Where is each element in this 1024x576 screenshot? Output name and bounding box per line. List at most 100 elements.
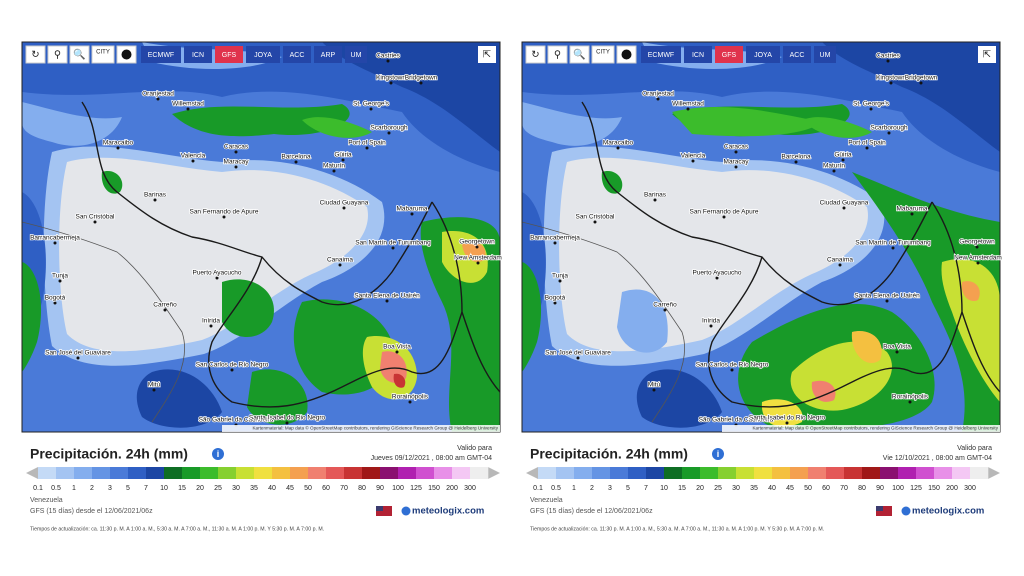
city-label: Valencia [681,153,706,160]
city-dot [191,159,195,163]
model-label: JOYA [754,52,772,59]
model-button[interactable] [684,46,712,63]
city-label: Ciudad Guayana [320,200,369,207]
scale-label: 3 [108,485,112,492]
model-label: ECMWF [148,52,174,59]
city-dot [869,107,873,111]
precip-area [393,373,406,388]
model-button[interactable] [746,46,780,63]
update-times: Tiempos de actualización: ca. 11:30 p. M… [30,526,324,532]
scale-label: 150 [428,485,440,492]
model-button[interactable] [345,46,367,63]
city-dot [653,198,657,202]
city-dot [919,81,923,85]
scale-swatch [290,467,309,479]
scale-arrow [488,467,500,479]
model-button[interactable] [783,46,811,63]
model-button[interactable] [215,46,243,63]
scale-swatch [362,467,381,479]
tool-button[interactable] [69,45,90,64]
city-label: Tunja [52,273,68,280]
scale-swatch [772,467,791,479]
city-dot [389,81,393,85]
info-icon[interactable] [212,448,224,460]
city-label: Barinas [144,192,167,199]
city-dot [294,160,298,164]
tool-button[interactable] [91,45,115,64]
city-label: St. George's [853,101,890,108]
scale-label: 0.1 [533,485,543,492]
scale-label: 40 [268,485,276,492]
region: Venezuela [30,497,63,504]
tool-label: CITY [596,50,610,56]
model-label: ECMWF [648,52,674,59]
city-label: Willemstad [172,101,204,108]
border-line [522,221,686,423]
scale-swatch [200,467,219,479]
model-button[interactable] [184,46,212,63]
city-dot [395,350,399,354]
city-dot [841,158,845,162]
tool-icon: ⚲ [554,50,561,61]
scale-arrow [526,467,538,479]
city-dot [234,165,238,169]
tool-button[interactable] [525,45,546,64]
share-button[interactable] [478,46,496,63]
precip-area [672,106,822,137]
tool-button[interactable] [47,45,68,64]
model-button[interactable] [641,46,681,63]
scale-label: 1 [72,485,76,492]
share-button[interactable] [978,46,996,63]
tool-button[interactable] [569,45,590,64]
precip-area [961,281,980,302]
city-label: New Amsterdam [454,255,502,262]
precip-area [851,331,882,364]
scale-swatch [236,467,255,479]
legend-title: Precipitación. 24h (mm) [530,446,688,462]
scale-label: 15 [178,485,186,492]
scale-swatch [754,467,773,479]
city-dot [865,146,869,150]
model-button[interactable] [314,46,342,63]
tool-button[interactable] [25,45,46,64]
model-button[interactable] [141,46,181,63]
city-dot [341,158,345,162]
scale-swatch [538,467,557,479]
city-label: San Fernando de Apure [189,209,258,216]
model-button[interactable] [246,46,280,63]
scale-swatch [700,467,719,479]
city-label: Güiria [334,152,352,159]
tool-label: CITY [96,50,110,56]
city-dot [652,388,656,392]
city-label: Barcelona [781,154,811,161]
city-dot [910,212,914,216]
model-button[interactable] [283,46,311,63]
city-dot [895,350,899,354]
tool-button[interactable] [591,45,615,64]
city-label: Santa Elena de Uairén [354,293,420,300]
info-icon[interactable] [712,448,724,460]
precip-area [302,117,372,138]
city-label: Willemstad [672,101,704,108]
border-line [931,201,1000,393]
model-button[interactable] [814,46,836,63]
attribution-bg [722,425,1000,432]
scale-label: 60 [822,485,830,492]
scale-swatch [416,467,435,479]
precip-area [822,42,1000,152]
tool-button[interactable] [547,45,568,64]
city-label: Canaima [827,257,853,264]
city-dot [734,165,738,169]
info-i: i [217,449,220,459]
city-label: Bridgetown [905,75,938,82]
brand-logo [401,506,411,516]
tool-icon: 🔍 [73,48,85,61]
scale-arrow [988,467,1000,479]
scale-swatch [164,467,183,479]
precip-area [22,262,42,372]
model-button[interactable] [715,46,743,63]
scale-label: 80 [358,485,366,492]
scale-swatch [254,467,273,479]
brand: meteologix.com [912,506,984,517]
